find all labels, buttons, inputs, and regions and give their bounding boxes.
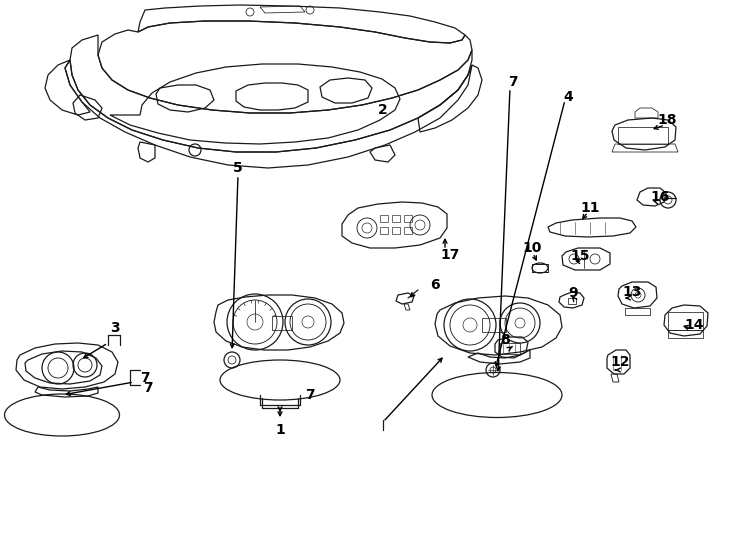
Text: 6: 6 bbox=[430, 278, 440, 292]
Text: 13: 13 bbox=[622, 285, 642, 299]
Text: 11: 11 bbox=[581, 201, 600, 215]
Text: 5: 5 bbox=[233, 161, 243, 175]
Text: 14: 14 bbox=[684, 318, 704, 332]
Text: 2: 2 bbox=[378, 103, 388, 117]
Text: 1: 1 bbox=[275, 423, 285, 437]
Text: 16: 16 bbox=[650, 190, 669, 204]
Text: 10: 10 bbox=[523, 241, 542, 255]
Text: 17: 17 bbox=[440, 248, 459, 262]
Text: 12: 12 bbox=[610, 355, 630, 369]
Text: 18: 18 bbox=[657, 113, 677, 127]
Text: 9: 9 bbox=[568, 286, 578, 300]
Text: 15: 15 bbox=[570, 249, 589, 263]
Text: 7: 7 bbox=[140, 371, 150, 385]
Text: 4: 4 bbox=[563, 90, 573, 104]
Text: 7: 7 bbox=[305, 388, 315, 402]
Text: 8: 8 bbox=[500, 333, 510, 347]
Text: 7: 7 bbox=[143, 381, 153, 395]
Text: 7: 7 bbox=[508, 75, 517, 89]
Text: 3: 3 bbox=[110, 321, 120, 335]
